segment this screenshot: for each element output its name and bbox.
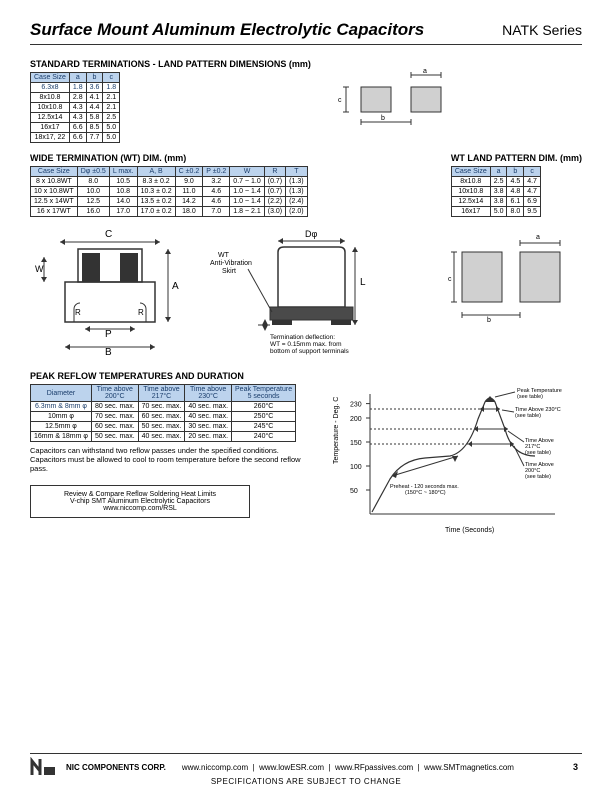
svg-text:Termination deflection:: Termination deflection: xyxy=(270,334,335,341)
land-pattern-diagram: a c b xyxy=(331,67,582,129)
page-title: Surface Mount Aluminum Electrolytic Capa… xyxy=(30,20,424,40)
footer-spec: SPECIFICATIONS ARE SUBJECT TO CHANGE xyxy=(30,777,582,786)
wt-skirt-label: WT xyxy=(218,252,230,259)
svg-text:C: C xyxy=(105,229,112,240)
svg-text:230: 230 xyxy=(350,402,362,409)
svg-text:L: L xyxy=(360,277,366,288)
series-name: NATK Series xyxy=(502,22,582,38)
svg-text:WT = 0.15mm max. from: WT = 0.15mm max. from xyxy=(270,341,342,348)
wt-land-table: Case Sizeabc8x10.82.54.54.710x10.83.84.8… xyxy=(451,166,541,217)
svg-text:A: A xyxy=(172,281,179,292)
svg-text:Dφ: Dφ xyxy=(305,229,317,239)
svg-text:a: a xyxy=(536,234,540,241)
svg-text:b: b xyxy=(487,317,491,324)
reflow-heading: PEAK REFLOW TEMPERATURES AND DURATION xyxy=(30,371,582,381)
std-term-block: STANDARD TERMINATIONS - LAND PATTERN DIM… xyxy=(30,53,311,143)
footer-links: www.niccomp.com | www.lowESR.com | www.R… xyxy=(182,763,514,772)
std-term-table: Case Sizeabc6.3x81.83.61.88x10.82.84.12.… xyxy=(30,72,120,143)
wt-dim-heading: WIDE TERMINATION (WT) DIM. (mm) xyxy=(30,153,308,163)
logo xyxy=(30,757,58,777)
svg-text:150: 150 xyxy=(350,440,362,447)
svg-text:R: R xyxy=(138,308,144,317)
wt-dim-table: Case SizeDφ ±0.5L max.A, BC ±0.2P ±0.2WR… xyxy=(30,166,308,217)
page-number: 3 xyxy=(573,762,578,772)
reflow-chart: Temperature - Deg. C Time (Seconds) 50 10… xyxy=(330,384,570,541)
svg-text:(see table): (see table) xyxy=(525,450,551,456)
outline-drawing-mid: Dφ WT Anti-Vibration Skirt L Termination… xyxy=(210,227,380,359)
svg-text:100: 100 xyxy=(350,464,362,471)
svg-text:Time (Seconds): Time (Seconds) xyxy=(445,527,494,534)
corp-name: NIC COMPONENTS CORP. xyxy=(66,763,166,772)
svg-text:B: B xyxy=(105,347,112,357)
svg-text:W: W xyxy=(35,264,44,274)
reflow-block: PEAK REFLOW TEMPERATURES AND DURATION Di… xyxy=(30,371,582,541)
svg-text:(see table): (see table) xyxy=(517,394,543,400)
outline-drawing-left: C W A R R P B xyxy=(30,227,190,359)
header: Surface Mount Aluminum Electrolytic Capa… xyxy=(30,20,582,45)
svg-text:Anti-Vibration: Anti-Vibration xyxy=(210,260,252,267)
svg-text:(150°C ~ 180°C): (150°C ~ 180°C) xyxy=(405,490,446,496)
svg-text:(see table): (see table) xyxy=(525,474,551,480)
svg-text:(see table): (see table) xyxy=(515,413,541,419)
reflow-table: DiameterTime above200°CTime above217°CTi… xyxy=(30,384,296,442)
review-box: Review & Compare Reflow Soldering Heat L… xyxy=(30,485,250,518)
reflow-note: Capacitors can withstand two reflow pass… xyxy=(30,446,310,473)
svg-text:bottom of support terminals: bottom of support terminals xyxy=(270,348,350,355)
wt-land-diagram: a c b xyxy=(442,227,582,339)
svg-text:R: R xyxy=(75,308,81,317)
svg-text:c: c xyxy=(448,276,452,283)
svg-text:P: P xyxy=(105,329,112,340)
svg-text:50: 50 xyxy=(350,488,358,495)
wt-dim-block: WIDE TERMINATION (WT) DIM. (mm) Case Siz… xyxy=(30,147,308,217)
svg-text:c: c xyxy=(338,97,342,104)
svg-text:200: 200 xyxy=(350,416,362,423)
footer: NIC COMPONENTS CORP. www.niccomp.com | w… xyxy=(0,753,612,786)
wt-land-heading: WT LAND PATTERN DIM. (mm) xyxy=(451,153,582,163)
svg-text:Skirt: Skirt xyxy=(222,268,236,275)
svg-text:b: b xyxy=(381,115,385,122)
svg-text:a: a xyxy=(423,68,427,75)
std-term-heading: STANDARD TERMINATIONS - LAND PATTERN DIM… xyxy=(30,59,311,69)
wt-land-block: WT LAND PATTERN DIM. (mm) Case Sizeabc8x… xyxy=(451,147,582,217)
svg-text:Temperature - Deg. C: Temperature - Deg. C xyxy=(333,397,340,464)
